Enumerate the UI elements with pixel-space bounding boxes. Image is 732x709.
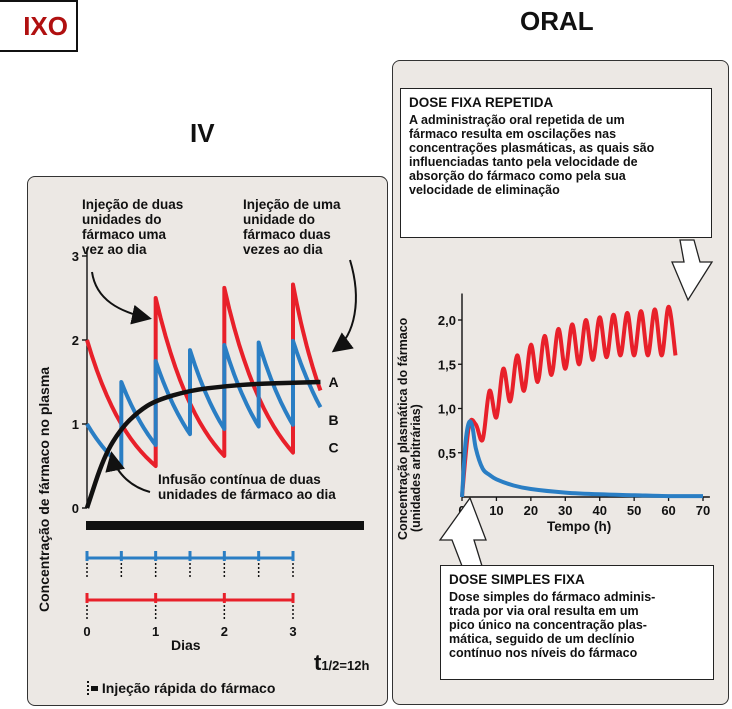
iv-ylabel: Concentração de fármaco no plasma	[36, 366, 52, 612]
iv-annotation-blue: Injeção de uma unidade do fármaco duas v…	[243, 197, 341, 257]
oral-x-tick-label: 10	[489, 503, 503, 518]
half-life-label: t1/2=12h	[314, 650, 369, 676]
oral-y-tick-label: 2,0	[438, 313, 456, 328]
single-dose-title: DOSE SIMPLES FIXA	[449, 572, 585, 587]
iv-y-tick-label: 0	[72, 501, 79, 516]
oral-x-tick-label: 60	[661, 503, 675, 518]
iv-arrow-blue	[331, 259, 357, 353]
single-dose-text: Dose simples do fármaco adminis- trada p…	[449, 590, 656, 660]
iv-annotation-black: Infusão contínua de duas unidades de fár…	[158, 472, 336, 502]
single-dose-arrow	[438, 496, 487, 567]
iv-legend-text: Injeção rápida do fármaco	[101, 680, 276, 696]
half-life-sub: 1/2=12h	[321, 658, 370, 673]
repeated-dose-text: A administração oral repetida de um fárm…	[409, 113, 655, 197]
iv-xlabel: Dias	[171, 637, 201, 653]
repeated-dose-title: DOSE FIXA REPETIDA	[409, 95, 554, 110]
iv-series-label-A: A	[328, 374, 338, 390]
iv-y-tick-label: 2	[72, 333, 79, 348]
oral-y-tick-label: 1,5	[438, 357, 456, 372]
oral-x-tick-label: 70	[696, 503, 710, 518]
iv-x-tick-label: 2	[221, 624, 228, 639]
bolus-injection-icon	[84, 681, 98, 695]
oral-xlabel: Tempo (h)	[547, 519, 612, 534]
header-partial-label: IXO	[23, 11, 68, 41]
half-life-t: t	[314, 650, 322, 675]
iv-series-B	[85, 338, 323, 468]
oral-y-tick-label: 0,5	[438, 446, 456, 461]
iv-arrow-red	[91, 271, 152, 325]
repeated-dose-box: DOSE FIXA REPETIDA A administração oral …	[400, 88, 712, 238]
oral-ylabel-block: Concentração plasmática do fármaco (unid…	[396, 318, 423, 540]
oral-series-single	[460, 419, 704, 499]
iv-y-tick-label: 1	[72, 417, 79, 432]
iv-x-tick-label: 1	[152, 624, 159, 639]
oral-ylabel2: (unidades arbitrárias)	[409, 404, 423, 532]
iv-y-tick-label: 3	[72, 249, 79, 264]
oral-series-repeated	[460, 304, 678, 498]
oral-title: ORAL	[520, 6, 594, 36]
iv-title: IV	[190, 118, 215, 148]
repeated-dose-arrow	[671, 239, 714, 302]
iv-x-tick-label: 0	[83, 624, 90, 639]
iv-x-tick-label: 3	[289, 624, 296, 639]
oral-x-tick-label: 20	[524, 503, 538, 518]
oral-y-tick-label: 1,0	[438, 402, 456, 417]
iv-series-A	[84, 379, 321, 509]
iv-series-label-C: C	[328, 440, 338, 456]
iv-annotation-red: Injeção de duas unidades do fármaco uma …	[82, 197, 184, 257]
oral-x-tick-label: 40	[592, 503, 606, 518]
iv-series-label-B: B	[328, 412, 338, 428]
oral-x-tick-label: 30	[558, 503, 572, 518]
iv-legend: Injeção rápida do fármaco	[84, 680, 275, 696]
infusion-bar	[86, 521, 364, 530]
header-partial-box: IXO	[0, 0, 78, 52]
iv-arrow-black	[105, 451, 151, 493]
oral-x-tick-label: 50	[627, 503, 641, 518]
single-dose-box: DOSE SIMPLES FIXA Dose simples do fármac…	[440, 565, 714, 680]
